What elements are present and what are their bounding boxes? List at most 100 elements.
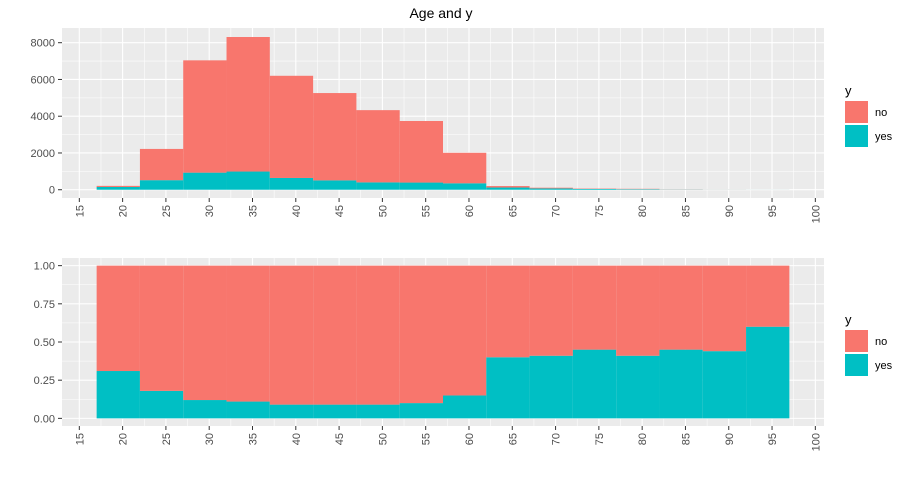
bar-yes-37-42 [269,404,314,419]
chart-panel-2: 0.00 0.25 0.50 0.75 1.00 15 20 25 30 35 40 45 50 55 60… [34,258,893,451]
bar-yes-42-47 [313,404,357,419]
x-tick-label: 25 [161,433,173,445]
legend-swatch-yes [845,354,868,376]
bar-no-67-72 [529,265,573,356]
x-tick-label: 100 [810,205,822,223]
bar-yes-52-57 [399,182,443,190]
x-tick-label: 95 [767,205,779,217]
y-tick-label: 0.00 [34,413,55,425]
x-tick-label: 25 [161,205,173,217]
bar-yes-67-72 [529,188,573,190]
bar-yes-32-37 [226,171,270,190]
x-tick-label: 85 [680,205,692,217]
x-tick-label: 40 [291,205,303,217]
y-tick-label: 8000 [31,38,55,50]
x-tick-label: 80 [637,205,649,217]
bar-yes-27-32 [183,400,227,419]
bar-yes-42-47 [313,180,357,190]
bar-no-52-57 [399,265,443,404]
legend-2: y no yes [845,312,893,376]
x-tick-label: 60 [464,205,476,217]
x-tick-label: 60 [464,433,476,445]
bar-no-57-62 [443,152,487,184]
x-tick-label: 85 [680,433,692,445]
bar-no-37-42 [269,75,314,178]
chart-panel-1: 0 2000 4000 6000 8000 15 20 25 30 35 40 45 50 55 60 65 7… [31,28,893,223]
bar-no-32-37 [226,37,270,172]
x-tick-label: 20 [118,205,130,217]
y-tick-label: 6000 [31,74,55,86]
bar-yes-72-77 [572,349,617,419]
bar-no-62-67 [486,186,530,188]
y-tick-label: 0.50 [34,337,55,349]
x-tick-label: 15 [74,433,86,445]
legend-label-yes: yes [875,131,893,143]
x-tick-label: 50 [377,205,389,217]
y-tick-label: 0.25 [34,375,55,387]
bar-no-27-32 [183,60,227,173]
legend-title: y [845,83,852,98]
legend-1: y no yes [845,83,893,147]
bar-yes-87-92 [702,351,747,419]
x-tick-label: 75 [594,433,606,445]
bar-yes-92-97 [746,326,790,419]
bar-yes-57-62 [443,395,487,419]
bar-yes-52-57 [399,403,443,419]
y-tick-label: 2000 [31,148,55,160]
x-tick-label: 70 [551,433,563,445]
bar-yes-57-62 [443,183,487,190]
x-tick-label: 35 [248,433,260,445]
x-tick-label: 90 [724,205,736,217]
bar-no-47-52 [356,110,400,183]
x-tick-label: 55 [421,433,433,445]
bar-yes-47-52 [356,182,400,190]
y-tick-label: 0.75 [34,299,55,311]
x-tick-label: 65 [507,433,519,445]
legend-swatch-no [845,330,868,352]
bar-no-77-82 [616,265,660,356]
bar-yes-62-67 [486,187,530,190]
x-tick-label: 35 [248,205,260,217]
bar-no-67-72 [529,187,573,189]
bar-no-27-32 [183,265,227,401]
x-tick-label: 45 [334,205,346,217]
x-tick-label: 20 [118,433,130,445]
bar-yes-72-77 [572,188,617,190]
legend-label-no: no [875,107,887,119]
bar-no-62-67 [486,265,530,358]
x-tick-label: 15 [74,205,86,217]
bar-no-92-97 [746,265,790,327]
bar-no-57-62 [443,265,487,396]
bar-no-87-92 [702,265,747,352]
legend-swatch-no [845,101,868,123]
x-tick-label: 90 [724,433,736,445]
bar-no-32-37 [226,265,270,402]
bar-no-52-57 [399,120,443,183]
legend-label-yes: yes [875,360,893,372]
x-tick-label: 75 [594,205,606,217]
x-tick-label: 100 [810,433,822,451]
y-tick-label: 1.00 [34,261,55,273]
bar-yes-77-82 [616,189,660,190]
x-tick-label: 45 [334,433,346,445]
legend-label-no: no [875,336,887,348]
x-tick-label: 95 [767,433,779,445]
bar-yes-77-82 [616,355,660,419]
chart-title: Age and y [409,5,472,21]
bar-yes-37-42 [269,177,314,190]
bar-yes-17-22 [96,371,140,419]
x-tick-label: 50 [377,433,389,445]
bar-yes-17-22 [96,186,140,190]
bar-no-42-47 [313,265,357,405]
bar-no-82-87 [659,265,703,350]
bar-yes-22-27 [139,390,184,419]
y-tick-label: 0 [49,185,55,197]
bar-no-72-77 [572,265,617,350]
x-tick-label: 40 [291,433,303,445]
x-tick-label: 70 [551,205,563,217]
x-tick-label: 30 [204,205,216,217]
legend-title: y [845,312,852,327]
bar-yes-22-27 [139,180,184,190]
x-tick-label: 30 [204,433,216,445]
x-tick-label: 55 [421,205,433,217]
